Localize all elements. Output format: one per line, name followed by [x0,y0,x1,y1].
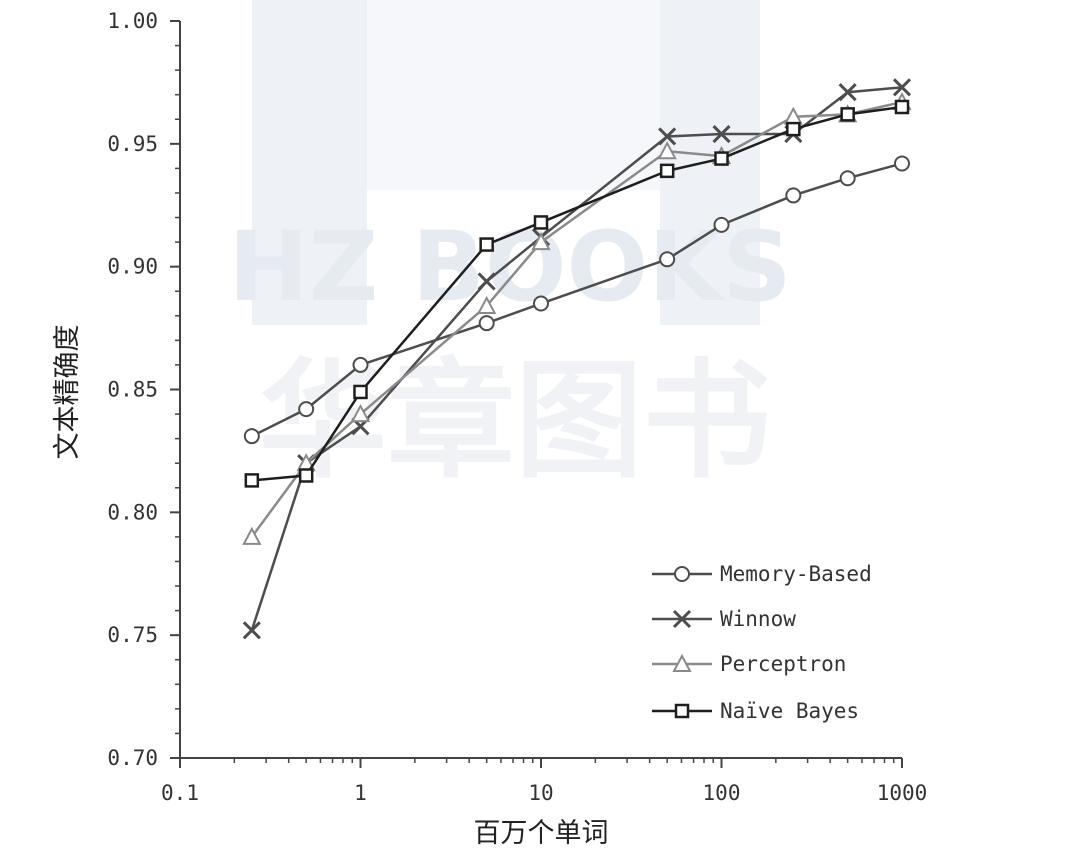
data-point-memory-based [298,401,315,418]
publisher-watermark: HZ BOOKS 华章图书 [228,0,792,496]
y-tick-label: 0.85 [107,378,158,402]
x-tick-label: 10 [528,781,553,805]
data-point-na-ve-bayes [786,121,801,137]
legend-label-na-ve-bayes: Naïve Bayes [720,699,859,723]
legend-marker-perceptron [672,653,692,672]
watermark-chinese: 华章图书 [259,347,771,496]
data-point-winnow-stroke [838,83,857,102]
data-point-na-ve-bayes [659,163,675,179]
legend-label-perceptron: Perceptron [720,652,846,676]
legend-item-winnow: Winnow [652,607,796,631]
axes: 0.70 0.75 0.80 0.85 0.90 0.95 1.00 0.1 1 10 100 100… [107,9,927,805]
x-tick-label: 100 [703,781,741,805]
data-point-winnow [892,78,912,97]
series-line-winnow [250,86,903,631]
data-point-winnow-stroke [892,78,912,97]
data-point-perceptron [242,526,262,545]
legend-label-winnow: Winnow [720,607,796,631]
legend-marker-memory-based [674,566,690,582]
data-point-na-ve-bayes [533,215,549,230]
data-point-winnow [658,127,677,146]
legend: Memory-Based Winnow Perceptron Naïve Bayes [652,562,872,723]
series-line-na-ve-bayes [251,105,903,482]
data-point-na-ve-bayes [479,237,494,252]
data-point-memory-based [785,187,802,204]
y-tick-label: 0.95 [107,132,158,156]
data-point-na-ve-bayes [894,99,910,115]
legend-item-perceptron: Perceptron [652,652,846,676]
legend-item-na-ve-bayes: Naïve Bayes [652,699,859,723]
y-tick-label: 0.80 [107,500,158,524]
data-point-winnow-stroke [712,124,731,144]
data-point-na-ve-bayes [840,107,855,122]
legend-marker-na-ve-bayes [674,703,690,719]
data-point-na-ve-bayes [353,384,368,400]
x-tick-label: 1000 [877,781,928,805]
data-point-winnow [477,272,496,291]
data-point-na-ve-bayes [244,473,260,488]
y-tick-label: 0.75 [107,623,158,647]
legend-item-memory-based: Memory-Based [652,562,872,586]
data-point-memory-based [713,216,730,233]
data-point-memory-based [839,170,856,187]
data-point-perceptron [657,141,677,160]
series-line-memory-based [251,162,903,438]
data-point-winnow [838,83,857,102]
legend-marker-winnow-stroke [672,609,692,629]
series-memory-based [243,155,910,445]
data-point-perceptron [531,231,551,251]
y-axis-title: 文本精确度 [52,325,83,460]
data-point-winnow-stroke [477,272,496,291]
data-point-na-ve-bayes [714,151,729,166]
data-point-memory-based [894,155,910,172]
x-axis-title: 百万个单词 [474,818,609,849]
data-point-memory-based [352,356,369,373]
data-point-winnow-stroke [242,621,261,640]
data-point-na-ve-bayes [298,468,314,483]
legend-label-memory-based: Memory-Based [720,562,872,586]
data-point-memory-based [243,428,260,445]
series-layer [242,78,912,640]
data-point-winnow [712,124,731,144]
x-tick-label: 0.1 [161,781,199,805]
x-tick-label: 1 [354,781,367,805]
data-point-perceptron [350,403,371,423]
y-tick-label: 1.00 [107,9,158,33]
data-point-memory-based [478,315,495,332]
watermark-latin: HZ BOOKS [228,211,791,323]
y-tick-label: 0.90 [107,255,158,279]
data-point-winnow [242,621,261,640]
data-point-memory-based [533,295,549,312]
series-na-ve-bayes [244,99,910,488]
legend-marker-winnow [672,609,692,629]
data-point-memory-based [659,251,676,268]
data-point-winnow-stroke [658,127,677,146]
y-tick-label: 0.70 [107,746,158,770]
data-point-perceptron [476,295,497,314]
